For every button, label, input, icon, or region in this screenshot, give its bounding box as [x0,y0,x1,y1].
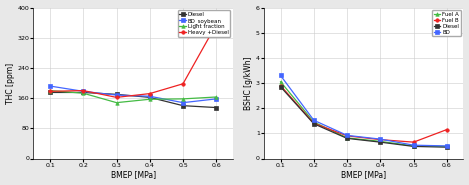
Light fraction [81,92,86,94]
Fuel A [444,145,450,147]
Y-axis label: BSHC [g/kWh]: BSHC [g/kWh] [244,56,253,110]
Fuel A [411,145,416,147]
Fuel B [344,135,350,137]
X-axis label: BMEP [MPa]: BMEP [MPa] [111,170,156,179]
Line: Fuel A: Fuel A [279,80,448,148]
Fuel A [344,137,350,139]
BD [411,144,416,146]
Diesel [180,105,186,107]
BD [278,74,283,77]
Legend: Fuel A, Fuel B, Diesel, BD: Fuel A, Fuel B, Diesel, BD [432,10,461,36]
Line: Heavy +Diesel: Heavy +Diesel [48,23,218,99]
Fuel B [278,84,283,87]
Diesel [344,137,350,139]
Y-axis label: THC [ppm]: THC [ppm] [6,63,15,104]
Heavy +Diesel [180,83,186,85]
Diesel [311,123,317,125]
Fuel B [378,139,383,141]
Line: Diesel: Diesel [279,85,448,149]
Heavy +Diesel [147,92,152,95]
Diesel [278,86,283,88]
Diesel [147,96,152,98]
Diesel [444,146,450,148]
Light fraction [113,102,119,104]
Fuel A [378,140,383,142]
X-axis label: BMEP [MPa]: BMEP [MPa] [341,170,386,179]
Diesel [213,106,219,109]
Line: BD_soybean: BD_soybean [48,84,218,104]
Diesel [411,145,416,147]
Light fraction [147,98,152,100]
Diesel [47,91,53,94]
Fuel B [444,128,450,131]
BD [344,134,350,137]
BD_soybean [147,95,152,97]
BD_soybean [81,90,86,92]
BD [311,119,317,121]
Heavy +Diesel [47,90,53,92]
BD_soybean [113,94,119,96]
Light fraction [47,90,53,92]
Fuel B [311,122,317,124]
Diesel [113,93,119,95]
Fuel A [278,81,283,83]
Legend: Diesel, BD_soybean, Light fraction, Heavy +Diesel: Diesel, BD_soybean, Light fraction, Heav… [178,10,230,37]
Fuel B [411,141,416,143]
Diesel [81,91,86,94]
Diesel [378,141,383,143]
BD [378,138,383,140]
Heavy +Diesel [81,90,86,92]
BD [444,145,450,147]
Line: BD: BD [279,74,448,148]
Heavy +Diesel [213,23,219,26]
BD_soybean [213,98,219,100]
BD_soybean [47,85,53,87]
BD_soybean [180,102,186,104]
Line: Diesel: Diesel [48,91,218,109]
Light fraction [213,96,219,98]
Heavy +Diesel [113,96,119,98]
Light fraction [180,98,186,100]
Fuel A [311,121,317,123]
Line: Fuel B: Fuel B [279,84,448,144]
Line: Light fraction: Light fraction [48,89,218,104]
